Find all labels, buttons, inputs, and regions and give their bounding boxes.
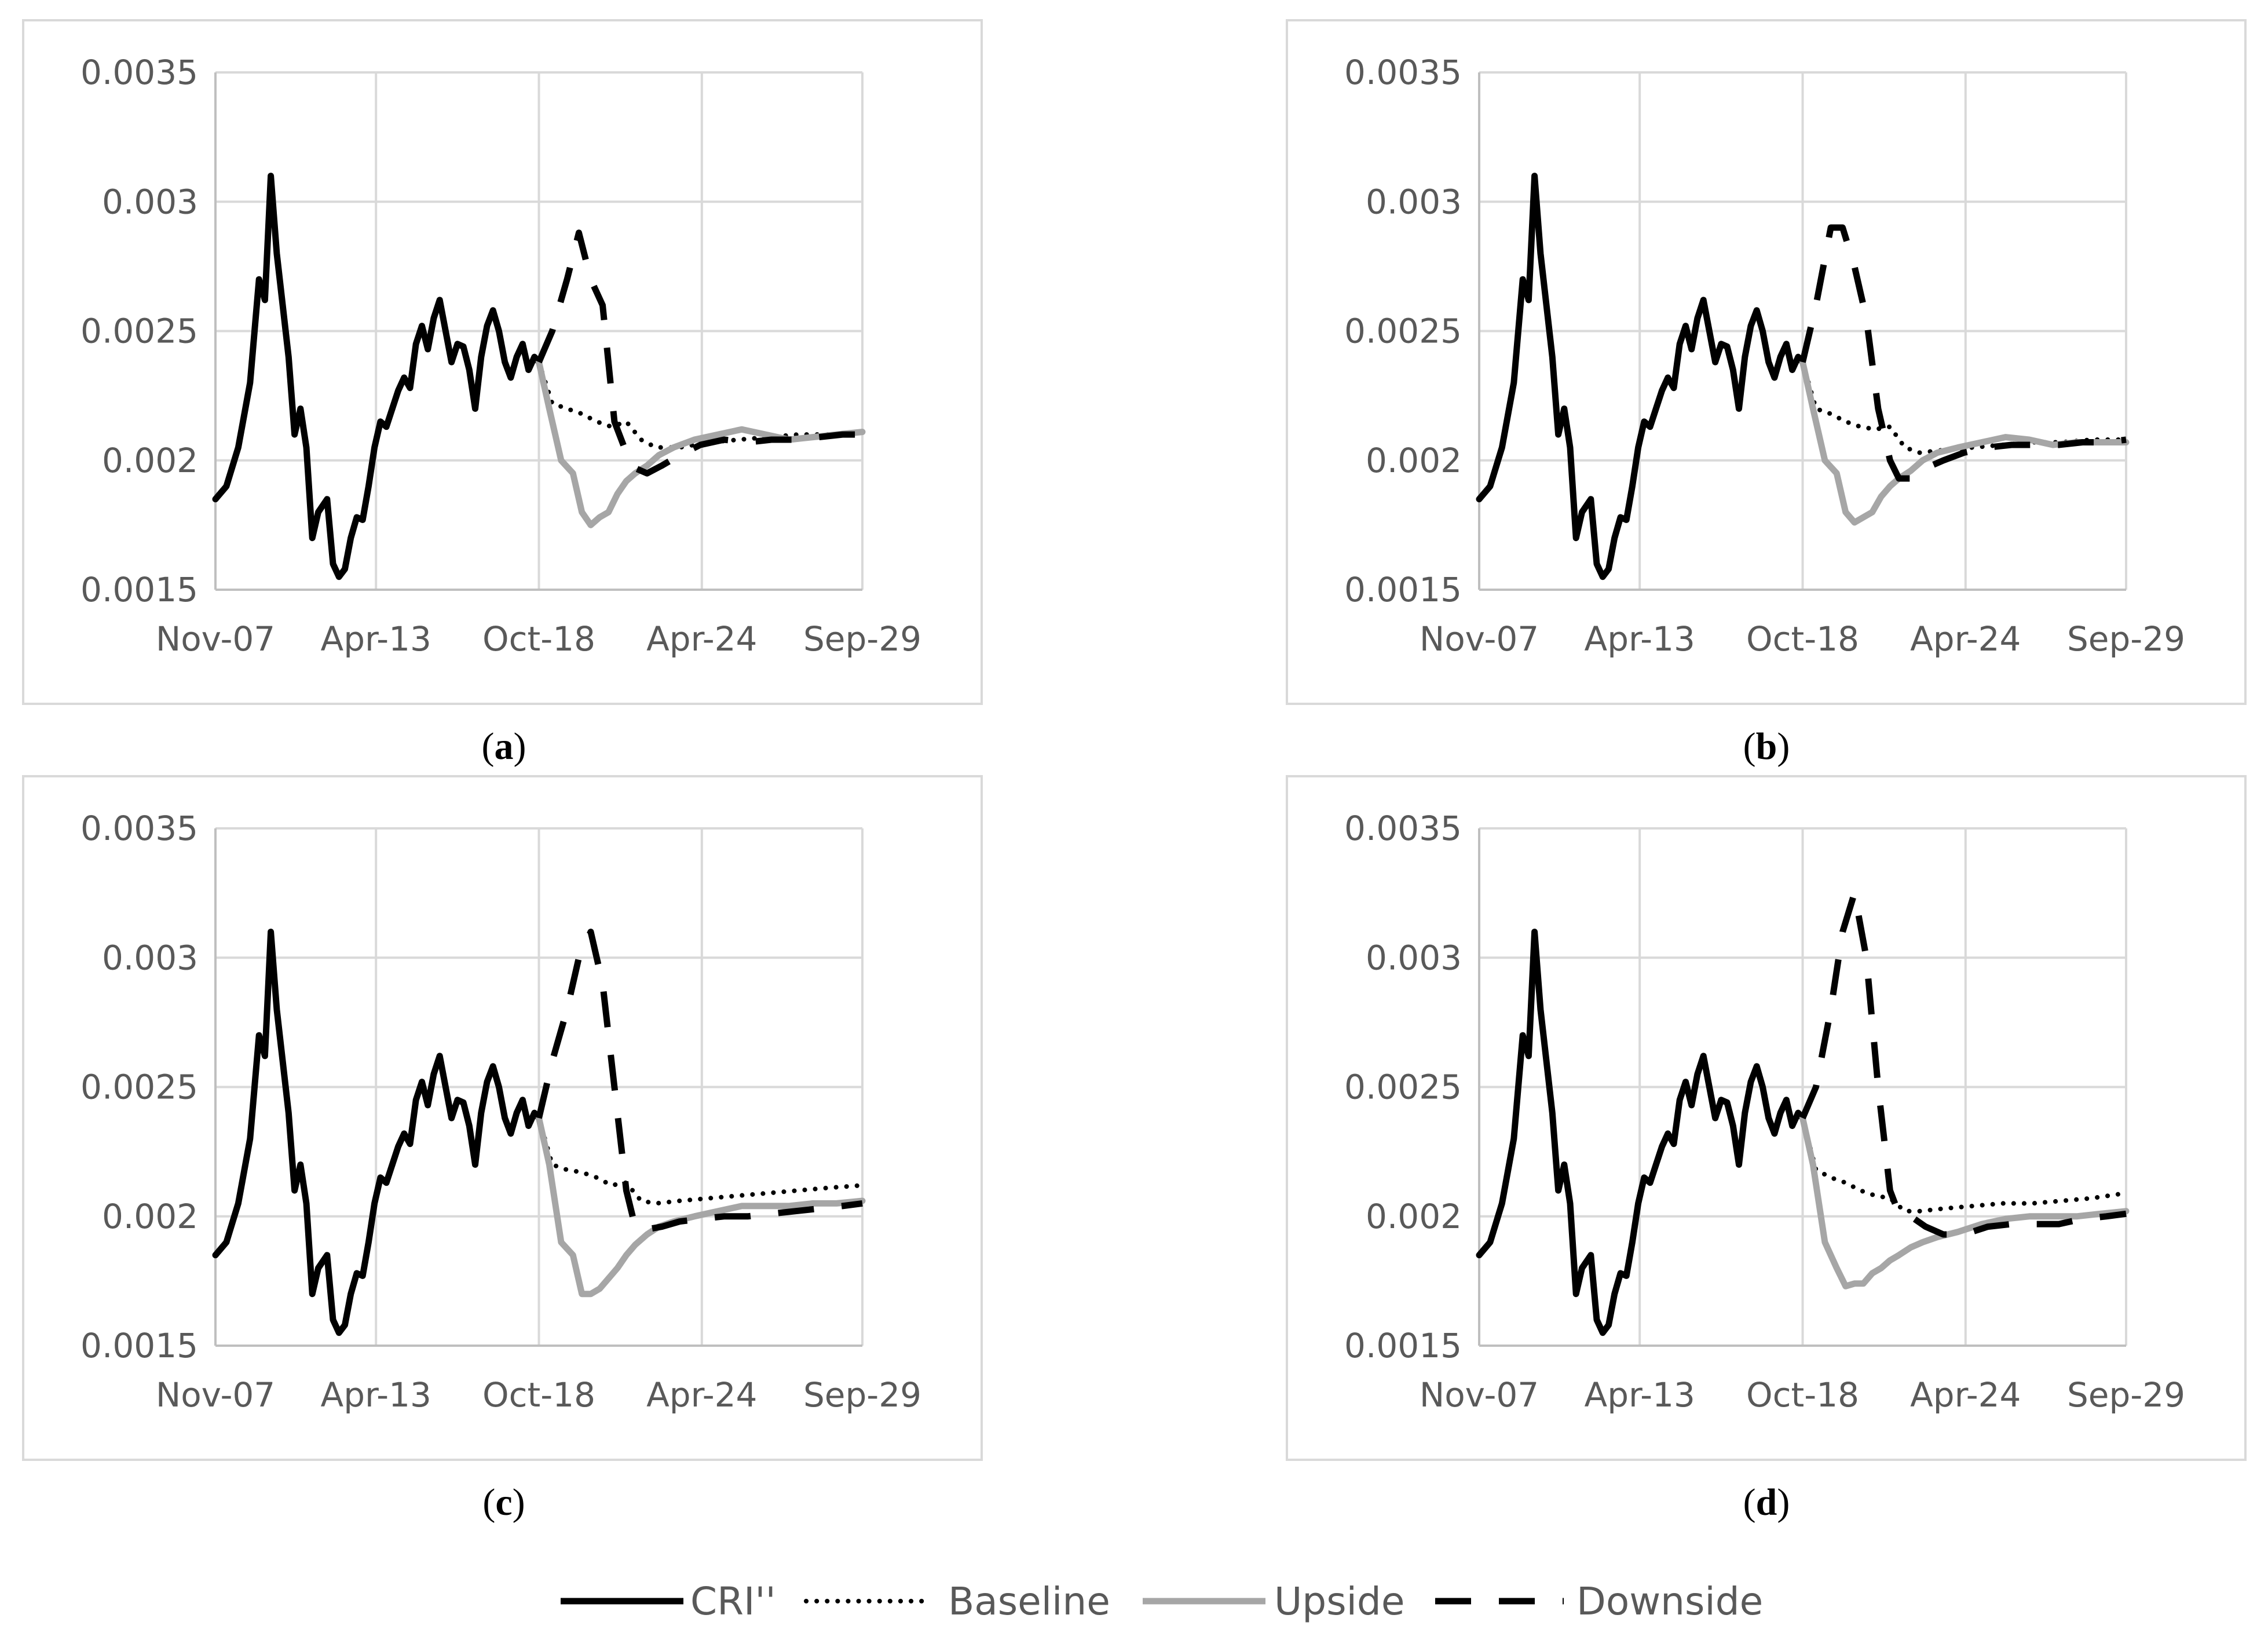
y-tick-label: 0.0025: [1344, 312, 1462, 351]
y-tick-label: 0.003: [1366, 182, 1462, 221]
y-tick-label: 0.003: [1366, 938, 1462, 977]
x-tick-label: Apr-24: [1910, 1375, 2021, 1415]
x-tick-label: Apr-24: [1910, 619, 2021, 659]
panel-caption-c: (c): [482, 1481, 525, 1524]
series-line-baseline: [536, 1116, 865, 1206]
legend-label-baseline: Baseline: [948, 1579, 1110, 1624]
x-tick-label: Nov-07: [156, 1375, 275, 1415]
legend-item-upside: Upside: [1143, 1579, 1404, 1624]
y-tick-label: 0.002: [1366, 441, 1462, 480]
y-tick-label: 0.003: [102, 938, 198, 977]
panel-caption-b: (b): [1743, 725, 1790, 768]
x-tick-label: Apr-13: [321, 1375, 431, 1415]
gridlines: [214, 827, 864, 1347]
series-line-upside: [536, 1115, 866, 1298]
chart-panel-b: 0.0015 0.002 0.0025 0.003 0.0035 Nov-07 Apr-13…: [1286, 19, 2247, 768]
x-tick-label: Apr-13: [321, 619, 431, 659]
x-tick-label: Nov-07: [1420, 1375, 1539, 1415]
x-tick-label: Sep-29: [2067, 1375, 2185, 1415]
x-tick-label: Apr-13: [1585, 1375, 1695, 1415]
y-tick-label: 0.0025: [81, 1068, 198, 1107]
series-line-cri: [1476, 173, 1806, 580]
legend-label-upside: Upside: [1274, 1579, 1404, 1624]
series-line-downside: [536, 229, 862, 477]
y-tick-label: 0.0035: [81, 809, 198, 848]
series-line-cri: [212, 173, 542, 580]
chart-panel-a: 0.0015 0.002 0.0025 0.003 0.0035 Nov-07 Apr-13…: [22, 19, 983, 768]
x-tick-label: Oct-18: [482, 1375, 595, 1415]
panel-caption-a: (a): [482, 725, 526, 768]
series-line-downside: [536, 929, 863, 1233]
x-tick-label: Apr-13: [1585, 619, 1695, 659]
y-tick-label: 0.002: [102, 441, 198, 480]
x-tick-label: Oct-18: [482, 619, 595, 659]
y-tick-label: 0.0015: [1344, 1326, 1462, 1365]
chart-panels: 0.0015 0.002 0.0025 0.003 0.0035 Nov-07 Apr-13…: [22, 19, 2247, 1524]
x-tick-label: Nov-07: [156, 619, 275, 659]
y-tick-label: 0.002: [102, 1197, 198, 1236]
x-tick-label: Sep-29: [803, 1375, 921, 1415]
series-line-downside: [1799, 890, 2127, 1238]
y-tick-label: 0.0025: [1344, 1068, 1462, 1107]
legend-item-cri: CRI'': [561, 1579, 776, 1624]
x-tick-label: Oct-18: [1746, 1375, 1859, 1415]
y-tick-label: 0.002: [1366, 1197, 1462, 1236]
y-tick-label: 0.0015: [81, 1326, 198, 1365]
x-tick-label: Nov-07: [1420, 619, 1539, 659]
y-tick-label: 0.0025: [81, 312, 198, 351]
series-line-baseline: [1800, 1116, 2128, 1214]
legend-item-baseline: Baseline: [804, 1579, 1110, 1624]
legend-label-cri: CRI'': [690, 1579, 776, 1624]
legend: CRI'' Baseline Upside Downside: [561, 1579, 1763, 1624]
chart-panel-c: 0.0015 0.002 0.0025 0.003 0.0035 Nov-07 Apr-13…: [22, 775, 983, 1524]
x-tick-label: Apr-24: [646, 1375, 757, 1415]
series-line-downside: [1799, 224, 2127, 482]
chart-panel-d: 0.0015 0.002 0.0025 0.003 0.0035 Nov-07 Apr-13…: [1286, 775, 2247, 1524]
legend-item-downside: Downside: [1435, 1579, 1763, 1624]
y-tick-label: 0.0035: [1344, 809, 1462, 848]
series-line-upside: [1799, 1115, 2130, 1289]
panel-caption-d: (d): [1743, 1481, 1790, 1524]
x-tick-label: Apr-24: [646, 619, 757, 659]
series-line-upside: [1799, 359, 2130, 526]
series-line-cri: [1476, 929, 1806, 1336]
x-tick-label: Sep-29: [2067, 619, 2185, 659]
y-tick-label: 0.0035: [1344, 53, 1462, 92]
y-tick-label: 0.003: [102, 182, 198, 221]
x-tick-label: Sep-29: [803, 619, 921, 659]
y-tick-label: 0.0035: [81, 53, 198, 92]
y-tick-label: 0.0015: [81, 570, 198, 609]
x-tick-label: Oct-18: [1746, 619, 1859, 659]
series-line-cri: [212, 929, 542, 1336]
legend-label-downside: Downside: [1576, 1579, 1763, 1624]
y-tick-label: 0.0015: [1344, 570, 1462, 609]
